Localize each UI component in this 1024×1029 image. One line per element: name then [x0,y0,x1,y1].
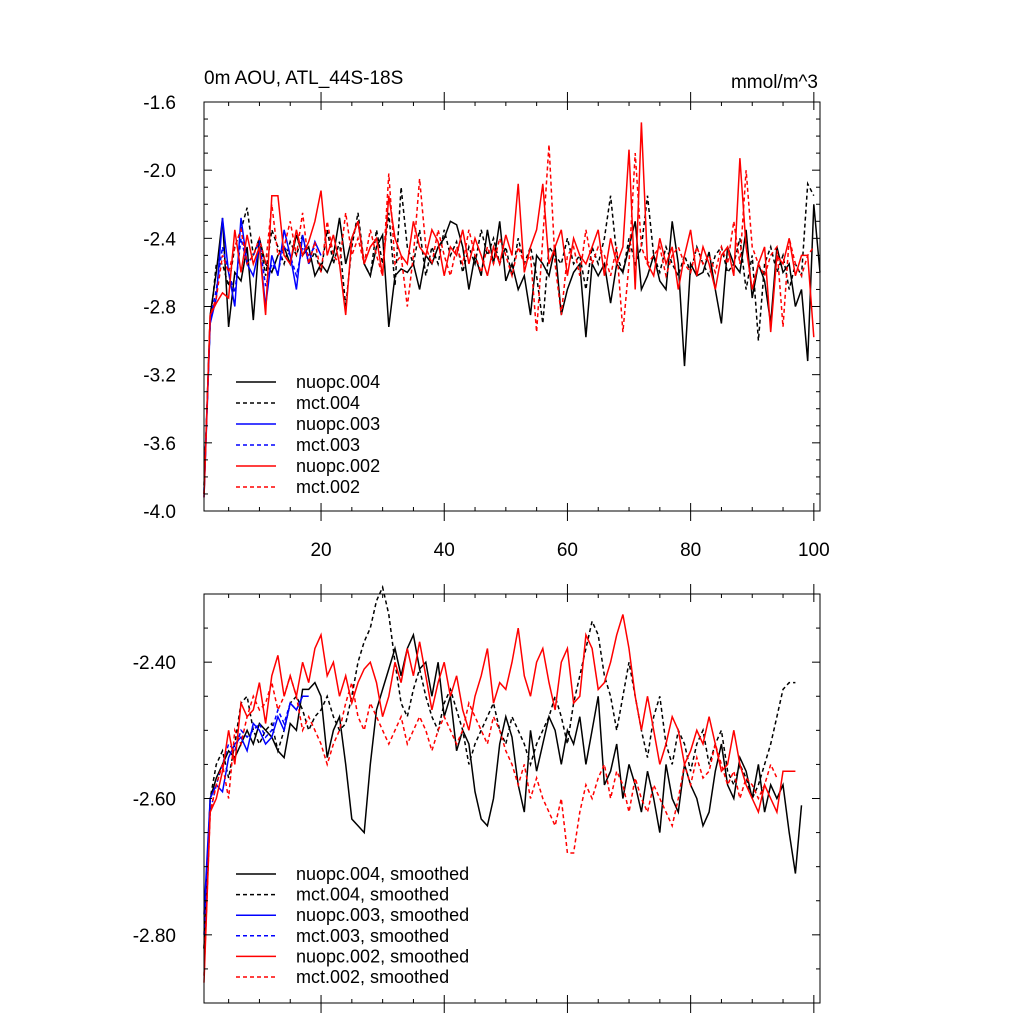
series-nuopc-004 [203,204,821,495]
top-panel: 0m AOU, ATL_44S-18S mmol/m^3 -1.6 -2.0 -2.… [143,68,829,561]
plot-area-top [203,122,821,498]
legend-label-nuopc-002: nuopc.002 [296,456,380,476]
x-tick-label: 100 [798,540,830,561]
bottom-panel: -2.40-2.60-2.80 nuopc.004, smoothedmct.0… [133,584,821,1013]
legend-label-mct-002: mct.002 [296,477,360,497]
legend-label-nuopc-004-smoothed: nuopc.004, smoothed [296,864,469,884]
y-tick-label: -2.80 [133,926,176,947]
series-mct-002-smoothed [203,673,778,976]
y-tick-label: -4.0 [143,502,176,523]
y-tick-label: -2.0 [143,161,176,182]
y-tick-label: -1.6 [143,93,176,114]
legend-label-mct-004: mct.004 [296,393,360,413]
series-nuopc-003-smoothed [203,695,309,915]
legend-label-mct-003-smoothed: mct.003, smoothed [296,926,449,946]
legend-label-mct-003: mct.003 [296,435,360,455]
y-tick-label: -2.4 [143,229,176,250]
y-tick-label: -2.60 [133,790,176,811]
series-mct-002 [203,144,815,495]
x-tick-label: 20 [310,540,331,561]
x-tick-label: 80 [680,540,701,561]
legend-label-nuopc-002-smoothed: nuopc.002, smoothed [296,946,469,966]
legend-label-mct-004-smoothed: mct.004, smoothed [296,885,449,905]
y-tick-label: -2.8 [143,298,176,319]
series-nuopc-004-smoothed [203,632,803,949]
units-label: mmol/m^3 [731,72,818,93]
legend-label-nuopc-003: nuopc.003 [296,414,380,434]
x-tick-label: 40 [434,540,455,561]
legend-label-mct-002-smoothed: mct.002, smoothed [296,967,449,987]
legend-label-nuopc-004: nuopc.004 [296,372,380,392]
y-tick-label: -2.40 [133,653,176,674]
series-nuopc-002-smoothed [203,614,796,983]
chart-title: 0m AOU, ATL_44S-18S [204,68,403,89]
x-tick-label: 60 [557,540,578,561]
series-mct-004-smoothed [203,584,796,949]
y-tick-label: -3.2 [143,366,176,387]
series-nuopc-002 [203,122,815,498]
y-tick-label: -3.6 [143,434,176,455]
series-mct-003 [203,238,316,491]
legend-top: nuopc.004mct.004nuopc.003mct.003nuopc.00… [236,372,380,497]
plot-area-bottom [203,584,803,983]
axes-top: -1.6 -2.0 -2.4 -2.8 -3.2 -3.6 -4.0 20 40 60 80 100 [143,92,830,561]
legend-label-nuopc-003-smoothed: nuopc.003, smoothed [296,905,469,925]
axes-bottom: -2.40 -2.60 -2.80 [133,584,820,1013]
series-mct-003-smoothed [203,695,304,935]
